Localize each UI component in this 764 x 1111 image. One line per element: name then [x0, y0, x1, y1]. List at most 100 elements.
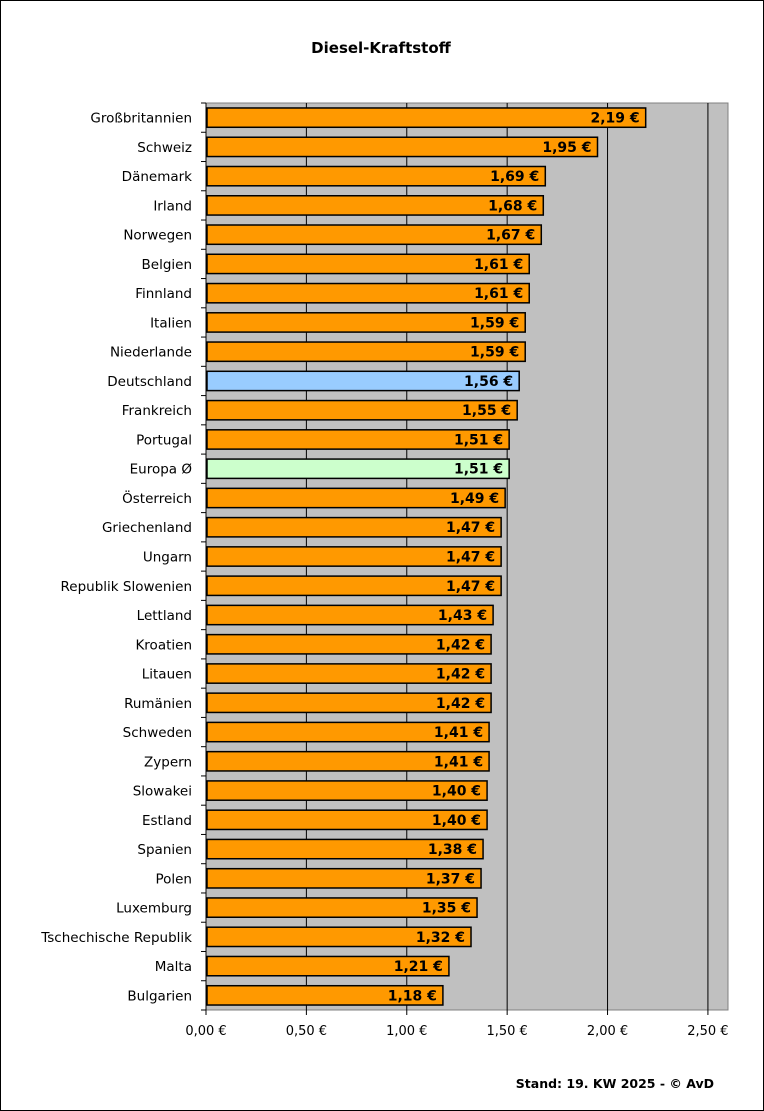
bar-griechenland	[206, 516, 502, 538]
data-label: 1,61 €	[474, 286, 523, 302]
category-label: Belgien	[142, 257, 193, 273]
data-label: 1,40 €	[432, 784, 481, 800]
x-tick-label: 1,50 €	[486, 1024, 527, 1039]
category-label: Slowakei	[133, 784, 192, 800]
data-label: 1,49 €	[450, 491, 499, 507]
category-label: Kroatien	[135, 637, 192, 653]
category-labels: Großbritannien Schweiz Dänemark Irland Norwe…	[40, 111, 192, 1005]
footer-source: Stand: 19. KW 2025 - © AvD	[516, 1076, 714, 1091]
data-label: 1,40 €	[432, 813, 481, 829]
bar-spanien	[206, 838, 484, 860]
category-label: Lettland	[137, 608, 192, 624]
bar-italien	[206, 312, 526, 333]
category-label: Italien	[150, 315, 192, 331]
bar-norwegen	[206, 224, 543, 246]
category-label: Spanien	[137, 842, 192, 858]
data-label: 1,47 €	[446, 550, 495, 566]
bar-bulgarien	[206, 984, 444, 1006]
category-label: Dänemark	[122, 169, 193, 185]
bar-deutschland	[206, 370, 520, 392]
data-label: 1,69 €	[490, 169, 539, 185]
data-label: 1,38 €	[428, 842, 477, 858]
bars: 2,19 €1,95 €1,69 € 1,68 € 1,67 € 1,61 € 1,61…	[206, 107, 647, 1006]
data-label: 1,51 €	[454, 432, 503, 448]
category-label: Portugal	[136, 432, 192, 448]
bar-ungarn	[206, 546, 502, 567]
x-axis-ticks: 0,00 € 0,50 € 1,00 € 1,50 € 2,00 € 2,50 €	[185, 102, 729, 1039]
bar-österreich	[206, 487, 506, 509]
category-label: Irland	[153, 198, 192, 214]
data-label: 1,59 €	[470, 345, 519, 361]
category-label: Frankreich	[122, 403, 192, 419]
bar-belgien	[206, 253, 530, 275]
bar-kroatien	[206, 633, 492, 655]
data-label: 1,41 €	[434, 725, 483, 741]
data-label: 1,47 €	[446, 520, 495, 536]
bar-luxemburg	[206, 897, 478, 919]
data-label: 1,56 €	[464, 374, 513, 390]
data-label: 1,55 €	[462, 403, 511, 419]
bar-dänemark	[206, 165, 547, 187]
data-label: 1,51 €	[454, 462, 503, 478]
x-tick-label: 0,50 €	[286, 1024, 327, 1039]
bar-portugal	[206, 429, 510, 450]
category-label: Malta	[155, 959, 192, 975]
data-label: 1,68 €	[488, 198, 537, 214]
bar-europa-	[206, 458, 510, 480]
chart-title: Diesel-Kraftstoff	[311, 39, 451, 57]
bar-finnland	[206, 282, 530, 304]
data-label: 1,37 €	[426, 871, 475, 887]
bar-schweiz	[206, 136, 599, 158]
x-tick-label: 0,00 €	[185, 1024, 226, 1039]
data-label: 1,42 €	[436, 637, 485, 653]
data-label: 1,43 €	[438, 608, 487, 624]
data-label: 1,42 €	[436, 696, 485, 712]
bar-zypern	[206, 750, 490, 772]
bar-slowakei	[206, 780, 488, 801]
x-tick-label: 1,00 €	[386, 1024, 427, 1039]
category-label: Republik Slowenien	[61, 579, 192, 595]
bar-niederlande	[206, 341, 526, 363]
category-label: Estland	[142, 813, 192, 829]
bar-tschechische-republik	[206, 926, 472, 948]
bar-republik-slowenien	[206, 575, 502, 597]
bar-litauen	[206, 663, 492, 684]
category-label: Bulgarien	[127, 988, 192, 1004]
category-label: Polen	[155, 871, 192, 887]
bar-frankreich	[206, 399, 518, 421]
category-label: Schweden	[123, 725, 192, 741]
category-label: Rumänien	[124, 696, 192, 712]
category-label: Litauen	[142, 667, 192, 683]
bar-irland	[206, 194, 545, 216]
x-tick-label: 2,00 €	[587, 1024, 628, 1039]
data-label: 1,35 €	[422, 901, 471, 917]
category-label: Deutschland	[107, 374, 192, 390]
bar-polen	[206, 867, 482, 889]
bar-malta	[206, 955, 450, 977]
data-label: 1,42 €	[436, 667, 485, 683]
data-label: 1,32 €	[416, 930, 465, 946]
data-label: 1,95 €	[542, 140, 591, 156]
category-label: Norwegen	[123, 228, 192, 244]
category-label: Österreich	[122, 489, 192, 507]
bar-estland	[206, 809, 488, 831]
category-label: Europa Ø	[130, 462, 192, 478]
category-label: Finnland	[135, 286, 192, 302]
data-label: 2,19 €	[591, 111, 640, 127]
data-label: 1,47 €	[446, 579, 495, 595]
data-label: 1,18 €	[388, 988, 437, 1004]
bar-großbritannien	[206, 107, 647, 129]
category-label: Großbritannien	[90, 111, 192, 127]
category-label: Griechenland	[102, 520, 192, 536]
data-label: 1,41 €	[434, 754, 483, 770]
data-label: 1,21 €	[394, 959, 443, 975]
x-tick-label: 2,50 €	[687, 1024, 728, 1039]
bar-schweden	[206, 721, 490, 743]
data-label: 1,61 €	[474, 257, 523, 273]
category-label: Ungarn	[143, 550, 192, 566]
category-label: Schweiz	[137, 140, 192, 156]
category-label: Niederlande	[110, 345, 192, 361]
category-label: Tschechische Republik	[40, 930, 192, 946]
data-label: 1,67 €	[486, 228, 535, 244]
bar-rumänien	[206, 692, 492, 714]
